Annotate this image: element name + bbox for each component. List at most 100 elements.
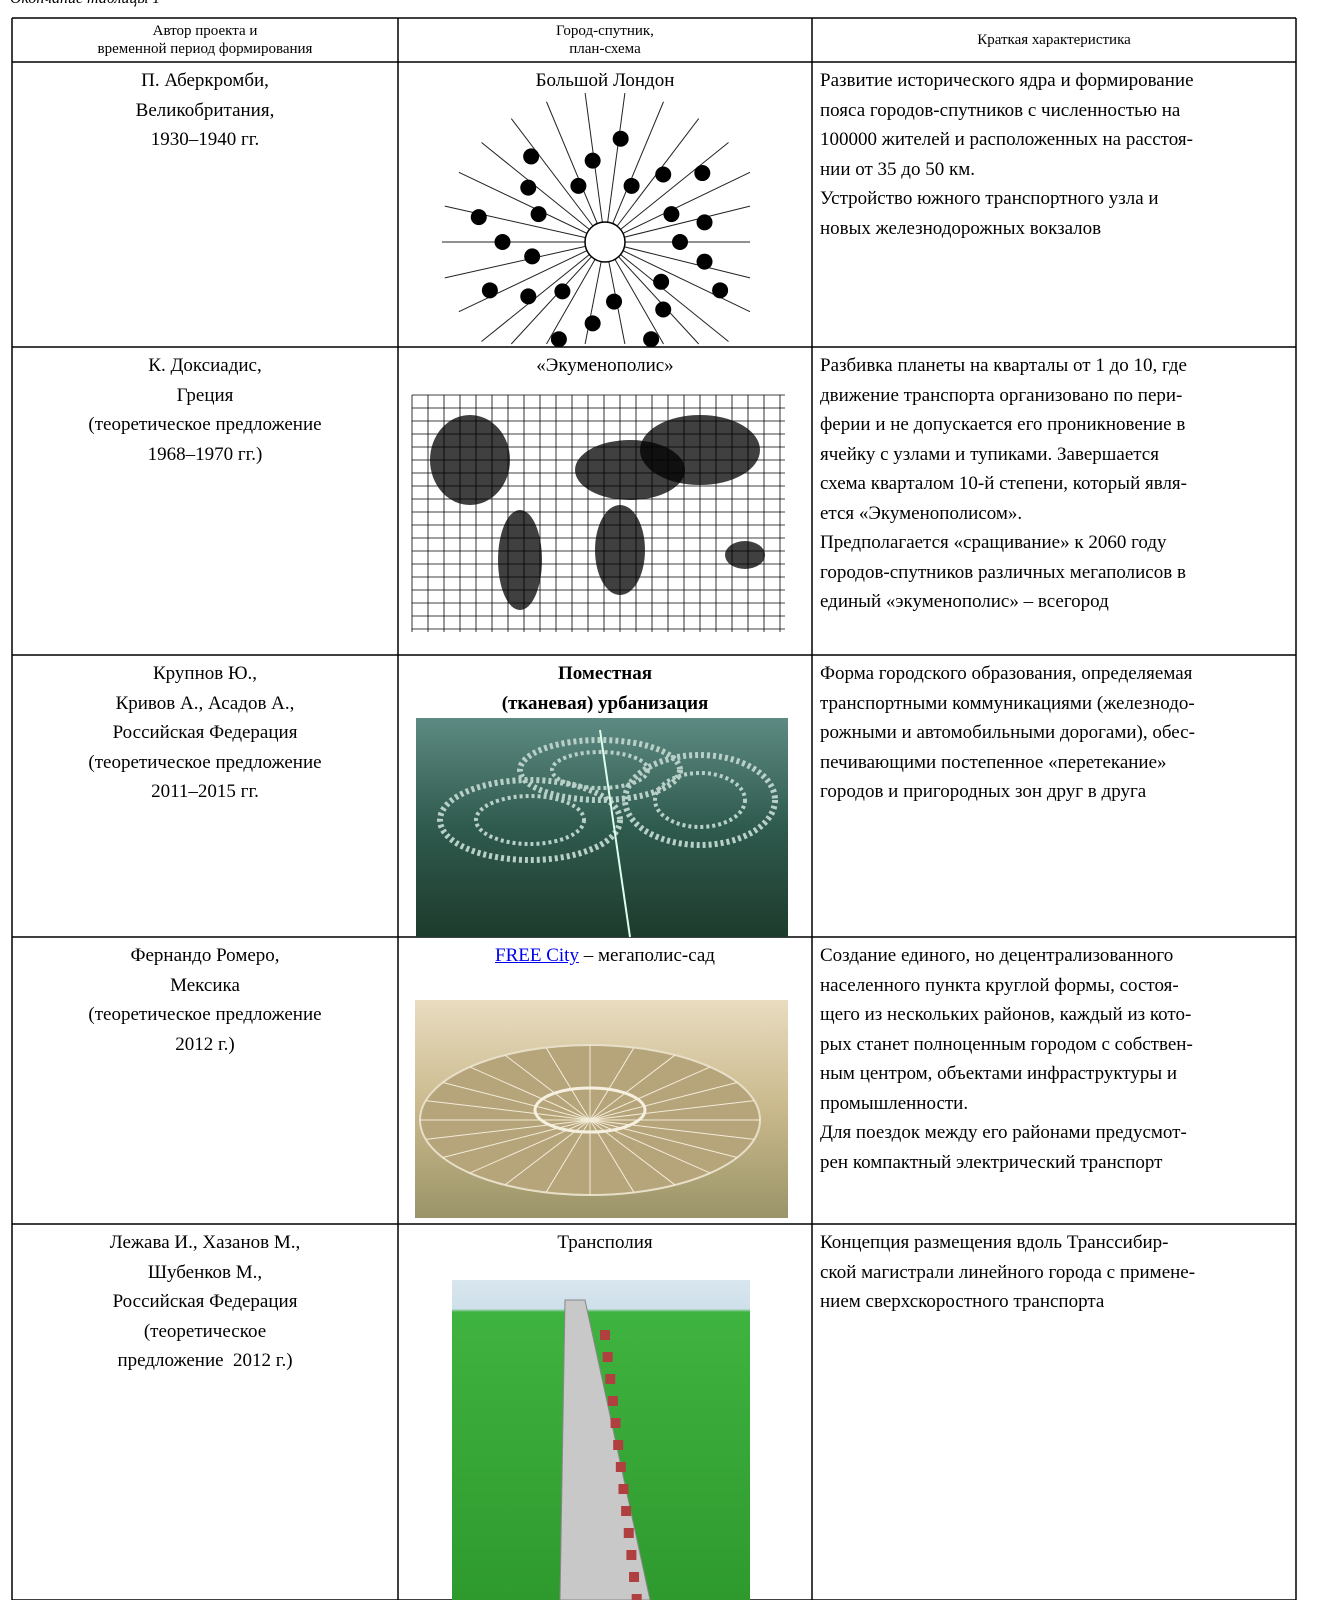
description-line: Устройство южного транспортного узла и — [820, 188, 1159, 209]
map-road — [604, 101, 664, 243]
author-line: К. Доксиадис, — [148, 355, 262, 376]
building — [629, 1572, 640, 1582]
description-line: Предполагается «сращивание» к 2060 году — [820, 532, 1167, 553]
map-road — [458, 241, 606, 313]
map-road — [458, 171, 606, 243]
description-line: рожными и автомобильными дорогами), обес… — [820, 722, 1195, 743]
city-street — [469, 1119, 591, 1174]
map-road — [604, 93, 626, 243]
satellite-town — [655, 166, 672, 183]
settlement — [437, 777, 623, 863]
header-cell-text: план-схема — [569, 41, 641, 57]
satellite-town — [712, 282, 729, 299]
description-line: нии от 35 до 50 км. — [820, 158, 975, 180]
city-street — [504, 1054, 591, 1121]
description-line: Для поездок между его районами предусмот… — [820, 1122, 1187, 1143]
building — [613, 1440, 624, 1450]
satellite-town — [570, 177, 587, 194]
description-line: городов-спутников различных мегаполисов … — [820, 561, 1186, 583]
satellite-town — [494, 234, 511, 250]
description-line: ется «Экуменополисом». — [820, 502, 1023, 524]
plan-title: (тканевая) урбанизация — [501, 692, 709, 714]
continent — [725, 541, 765, 569]
author-line: Лежава И., Хазанов М., — [109, 1232, 301, 1253]
city-street — [545, 1047, 591, 1121]
satellite-town — [520, 179, 537, 196]
city-street — [589, 1119, 738, 1158]
plan-title: FREE City – мегаполис-сад — [398, 941, 812, 971]
plan-link[interactable]: FREE City — [495, 945, 579, 966]
city-street — [589, 1047, 635, 1121]
author-line: П. Аберкромби, — [141, 70, 269, 91]
author-line: (теоретическое — [143, 1320, 267, 1342]
map-road — [444, 241, 606, 279]
city-street — [425, 1100, 591, 1121]
city-center — [533, 1086, 647, 1134]
london-core — [584, 221, 626, 263]
satellite-town — [481, 282, 498, 299]
author-line: 1968–1970 гг.) — [147, 443, 263, 465]
author-line: Российская Федерация — [112, 1291, 298, 1312]
satellite-town — [520, 288, 537, 305]
building — [600, 1330, 610, 1340]
linear-city — [559, 1299, 651, 1600]
description-line: пояса городов-спутников с численностью н… — [820, 99, 1181, 121]
city-street — [589, 1066, 711, 1121]
plan-title: Трансполия — [557, 1232, 653, 1253]
description-line: ным центром, объектами инфраструктуры и — [820, 1063, 1178, 1084]
satellite-town — [663, 206, 680, 223]
settlement — [550, 750, 650, 790]
map-road — [604, 142, 729, 243]
satellite-town — [550, 331, 567, 348]
description-line: Концепция размещения вдоль Транссибир- — [820, 1232, 1169, 1253]
plan-title-rest: – мегаполис-сад — [578, 945, 715, 966]
author-line: (теоретическое предложение — [88, 414, 322, 435]
continent — [595, 505, 645, 595]
building — [602, 1352, 613, 1362]
settlement — [474, 794, 586, 846]
description-line: промышленности. — [820, 1092, 969, 1114]
city-street — [442, 1119, 591, 1158]
author-line: (теоретическое предложение — [88, 1004, 322, 1025]
map-road — [604, 118, 700, 243]
satellite-town — [696, 253, 713, 270]
city-street — [589, 1054, 676, 1121]
plan-title: Большой Лондон — [535, 70, 675, 91]
description-line: новых железнодорожных вокзалов — [820, 217, 1102, 239]
city-street — [442, 1082, 591, 1121]
description-line: Создание единого, но децентрализованного — [820, 945, 1174, 966]
description-line: населенного пункта круглой формы, состоя… — [820, 974, 1179, 996]
continent — [498, 510, 542, 610]
map-road — [481, 142, 606, 243]
author-line: 1930–1940 гг. — [150, 129, 260, 150]
settlement — [622, 752, 778, 848]
satellite-town — [584, 315, 601, 332]
map-road — [546, 101, 606, 243]
map-road — [604, 241, 729, 342]
caption: Окончание таблицы 1 — [10, 0, 160, 8]
building — [631, 1594, 642, 1600]
description-line: нием сверхскоростного транспорта — [820, 1291, 1105, 1312]
building — [605, 1374, 616, 1384]
building — [623, 1528, 634, 1538]
author-line: (теоретическое предложение — [88, 751, 322, 773]
description-line: Развитие исторического ядра и формирован… — [820, 70, 1194, 91]
description-line: ферии и не допускается его проникновение… — [820, 414, 1186, 435]
road — [599, 729, 631, 938]
author-line: 2012 г.) — [175, 1033, 235, 1055]
city-street — [589, 1100, 755, 1121]
author-line: Великобритания, — [135, 99, 275, 121]
plan-title: Поместная — [557, 663, 653, 684]
author-line: предложение 2012 г.) — [117, 1350, 293, 1371]
satellite-town — [672, 234, 688, 250]
satellite-town — [530, 206, 547, 223]
description-line: городов и пригородных зон друг в друга — [820, 781, 1147, 802]
author-line: Кривов А., Асадов А., — [115, 692, 295, 714]
map-road — [604, 241, 700, 345]
plan-title: «Экуменополис» — [536, 355, 674, 376]
satellite-town — [524, 248, 541, 265]
city-street — [589, 1119, 711, 1174]
map-road — [604, 205, 751, 243]
